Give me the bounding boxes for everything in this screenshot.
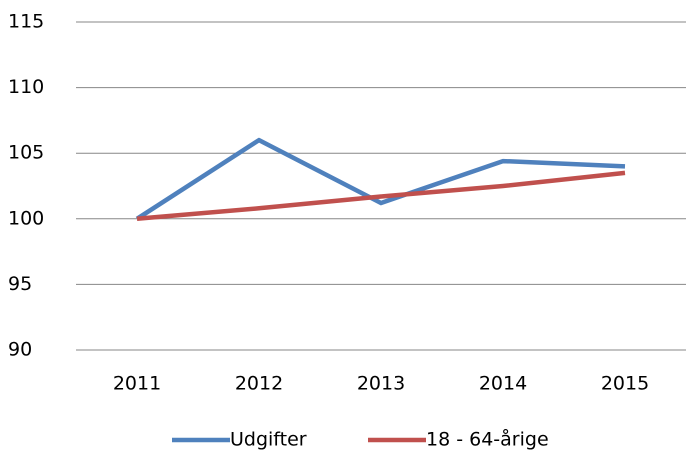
x-tick-label: 2014	[479, 373, 527, 395]
y-tick-label: 100	[8, 207, 44, 229]
y-tick-label: 115	[8, 11, 44, 33]
y-tick-label: 110	[8, 76, 44, 98]
x-tick-label: 2011	[113, 373, 161, 395]
x-tick-label: 2015	[601, 373, 649, 395]
y-tick-label: 95	[8, 273, 32, 295]
legend-label: 18 - 64-årige	[426, 428, 549, 451]
x-tick-label: 2013	[357, 373, 405, 395]
series-line	[136, 170, 626, 222]
x-tick-label: 2012	[235, 373, 283, 395]
series-line	[135, 137, 626, 221]
y-tick-label: 90	[8, 339, 32, 361]
y-tick-label: 105	[8, 142, 44, 164]
legend-label: Udgifter	[230, 429, 307, 451]
